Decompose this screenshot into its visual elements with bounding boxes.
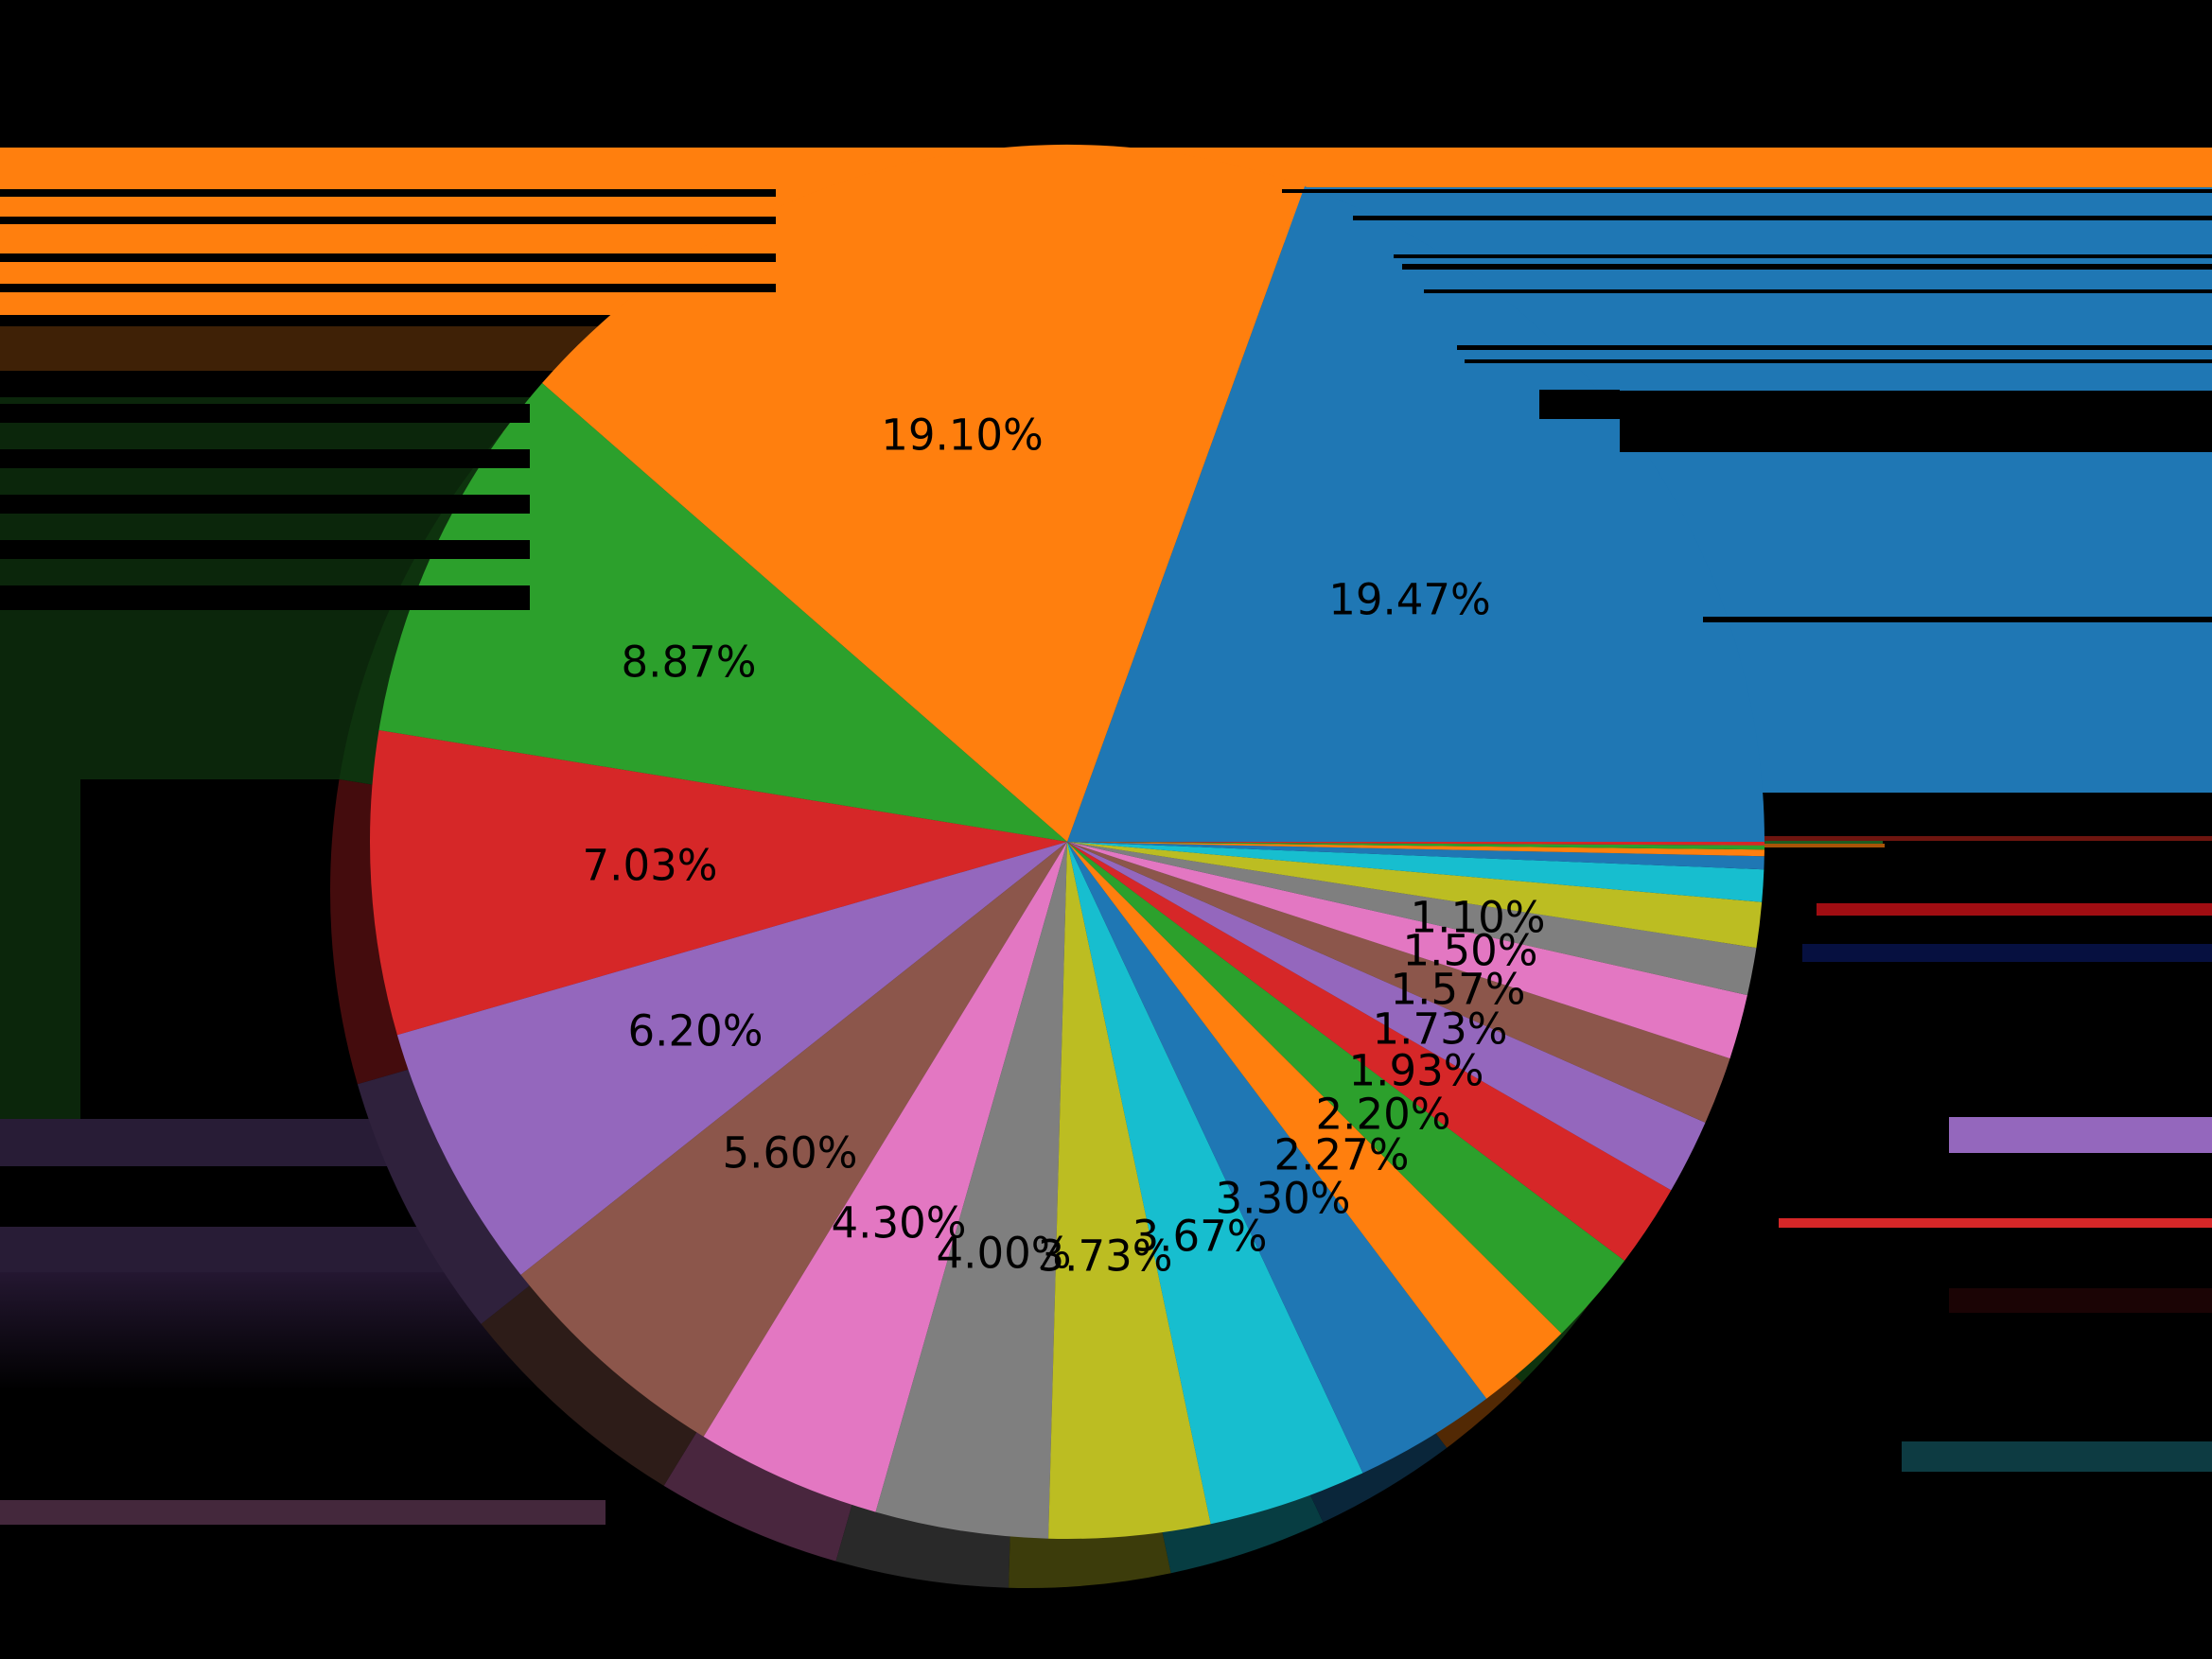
label-text-artifact	[1620, 391, 2212, 452]
pie-slice-4	[370, 730, 1067, 1036]
pie-slice-5	[396, 842, 1067, 1275]
pie-slice-9	[1048, 842, 1211, 1539]
pie-slice-10	[1067, 842, 1363, 1525]
pie-slice-8	[875, 842, 1067, 1539]
pie-slice-13	[1067, 842, 1625, 1334]
label-text-artifact	[0, 284, 776, 292]
percent-label: 2.27%	[1273, 1129, 1410, 1180]
pie-slice-16	[1067, 842, 1730, 1123]
edge-smear-band	[1817, 903, 2212, 916]
percent-label: 4.30%	[831, 1197, 967, 1249]
label-text-artifact	[1539, 390, 1620, 419]
label-text-artifact	[0, 585, 530, 610]
pie-slice-14	[1067, 842, 1672, 1261]
label-text-artifact	[0, 217, 776, 224]
percent-label: 1.57%	[1390, 964, 1526, 1015]
label-text-artifact	[1282, 189, 2212, 193]
percent-label: 3.67%	[1132, 1211, 1268, 1262]
percent-label: 3.73%	[1037, 1231, 1173, 1282]
pie-slice-20	[1067, 842, 1764, 902]
percent-label: 1.50%	[1402, 925, 1538, 976]
label-text-artifact	[1457, 345, 2212, 350]
edge-smear-band	[0, 1500, 606, 1525]
percent-label: 4.00%	[936, 1228, 1072, 1279]
percent-label: 1.93%	[1348, 1045, 1484, 1096]
percent-label: 6.20%	[627, 1005, 764, 1057]
percent-label: 5.60%	[722, 1127, 858, 1179]
label-text-artifact	[1424, 289, 2212, 293]
percent-label: 3.30%	[1215, 1173, 1351, 1224]
pie-slice-15	[1067, 842, 1706, 1191]
label-text-artifact	[0, 449, 530, 468]
edge-smear-band	[1949, 1288, 2212, 1313]
pie-slice-11	[1067, 842, 1487, 1474]
pie-slice-18	[1067, 842, 1757, 996]
pie-slice-23	[1067, 842, 1765, 850]
edge-smear-band	[1779, 1218, 2212, 1228]
pie-slice-2	[542, 144, 1305, 843]
label-text-artifact	[1402, 264, 2212, 270]
percent-label: 1.73%	[1372, 1004, 1508, 1055]
pie-slice-17	[1067, 842, 1747, 1059]
pie-slice-7	[703, 842, 1067, 1512]
label-text-artifact	[1465, 359, 2212, 363]
pie-slice-1	[1067, 186, 1764, 842]
label-text-artifact	[0, 495, 530, 514]
pie-slice-19	[1067, 842, 1763, 949]
edge-smear-band	[1802, 944, 2212, 962]
pie-slice-12	[1067, 842, 1562, 1399]
percent-label: 2.20%	[1315, 1089, 1451, 1140]
pie-slice-22	[1067, 842, 1764, 857]
pie-slice-6	[520, 842, 1067, 1437]
label-text-artifact	[0, 540, 530, 559]
pie-slice-21	[1067, 842, 1764, 870]
label-text-artifact	[1703, 617, 2212, 622]
edge-smear-band	[0, 779, 80, 1119]
label-text-artifact	[0, 404, 530, 423]
label-text-artifact	[1394, 254, 2212, 258]
percent-label: 19.10%	[881, 410, 1044, 461]
label-text-artifact	[1353, 216, 2212, 220]
label-text-artifact	[0, 189, 776, 197]
edge-smear-band	[1902, 1441, 2212, 1472]
percent-label: 8.87%	[621, 637, 757, 688]
percent-label: 19.47%	[1328, 574, 1491, 625]
percent-label: 1.10%	[1410, 892, 1546, 943]
pie-slice-3	[378, 383, 1067, 842]
edge-smear-band	[1949, 1117, 2212, 1153]
edge-smear-band	[0, 326, 653, 371]
label-text-artifact	[0, 253, 776, 262]
percent-label: 7.03%	[582, 840, 718, 891]
pie-slice-24	[1067, 842, 1765, 846]
